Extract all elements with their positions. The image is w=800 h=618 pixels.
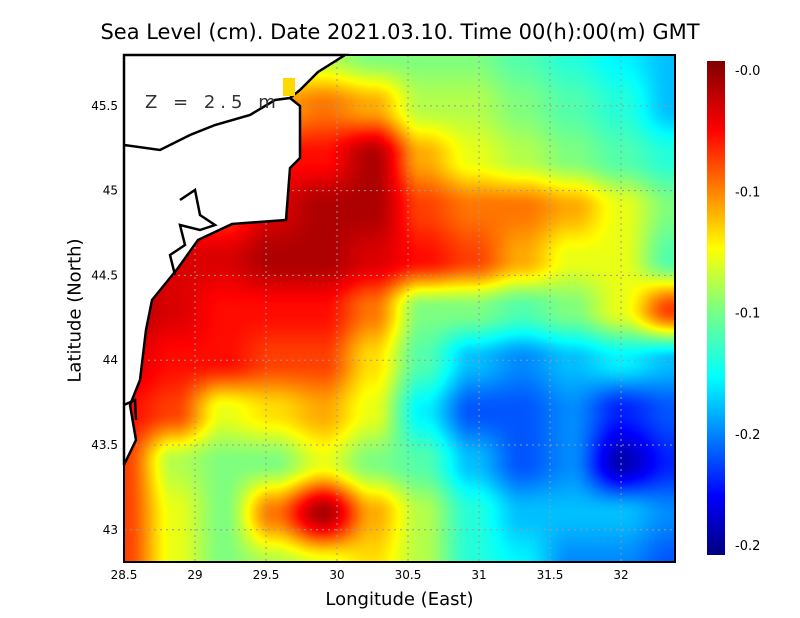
x-tick-label: 30 — [329, 568, 344, 582]
y-tick-label: 44 — [103, 353, 118, 367]
coast-inner-line — [123, 398, 138, 421]
y-tick-label: 43.5 — [91, 438, 118, 452]
x-tick-label: 28.5 — [111, 568, 138, 582]
x-tick-label: 29.5 — [253, 568, 280, 582]
y-tick-label: 44.5 — [91, 268, 118, 282]
plot-frame — [123, 54, 676, 563]
x-tick-label: 31 — [471, 568, 486, 582]
colorbar-label: -0.2 — [735, 428, 760, 443]
coast-inner-line — [123, 96, 291, 152]
y-axis-label: Latitude (North) — [64, 238, 86, 383]
y-tick-label: 43 — [103, 523, 118, 537]
y-tick-label: 45 — [103, 184, 118, 198]
x-tick-label: 29 — [187, 568, 202, 582]
colorbar-labels: -0.0 -0.1 -0.1 -0.2 -0.2 — [735, 64, 760, 554]
colorbar — [707, 61, 725, 555]
colorbar-label: -0.0 — [735, 64, 760, 79]
chart-title: Sea Level (cm). Date 2021.03.10. Time 00… — [100, 20, 700, 44]
colorbar-label: -0.1 — [735, 185, 760, 200]
yellow-inlet — [283, 78, 295, 96]
colorbar-label: -0.2 — [735, 539, 760, 554]
depth-annotation: Z = 2.5 m — [145, 92, 281, 113]
land-mass — [122, 53, 350, 466]
colorbar-label: -0.1 — [735, 307, 760, 322]
x-axis-ticks: 28.5 29 29.5 30 30.5 31 31.5 32 — [111, 568, 629, 582]
y-axis-ticks: 43 43.5 44 44.5 45 45.5 — [91, 99, 118, 537]
x-axis-label: Longitude (East) — [325, 589, 474, 610]
x-tick-label: 30.5 — [395, 568, 422, 582]
x-tick-label: 32 — [613, 568, 628, 582]
x-tick-label: 31.5 — [537, 568, 564, 582]
y-tick-label: 45.5 — [91, 99, 118, 113]
coast-inner-line — [168, 187, 218, 276]
